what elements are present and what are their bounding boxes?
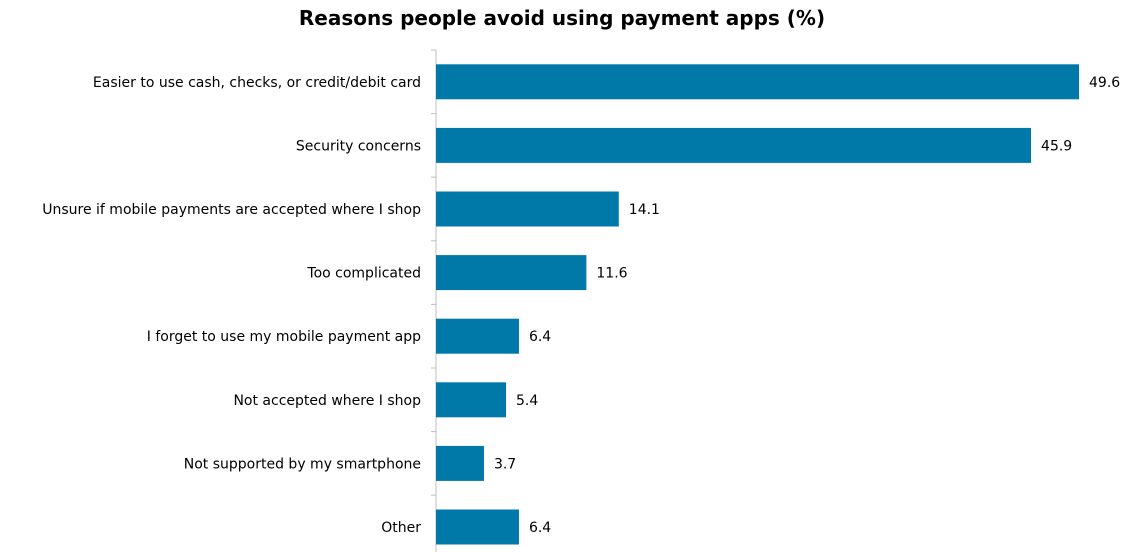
bar — [436, 127, 1032, 163]
category-label: Not supported by my smartphone — [184, 456, 421, 472]
data-label: 6.4 — [529, 329, 551, 345]
category-label: Security concerns — [296, 138, 421, 154]
bar — [436, 382, 507, 418]
chart-title: Reasons people avoid using payment apps … — [298, 6, 826, 30]
category-label: Too complicated — [306, 266, 421, 282]
data-label: 6.4 — [529, 520, 551, 536]
category-label: Unsure if mobile payments are accepted w… — [42, 202, 421, 218]
data-label: 11.6 — [596, 266, 627, 282]
category-label: Other — [381, 520, 421, 536]
data-label: 5.4 — [516, 393, 538, 409]
bar — [436, 191, 619, 227]
category-label: Easier to use cash, checks, or credit/de… — [93, 75, 421, 91]
data-label: 3.7 — [494, 456, 516, 472]
category-label: I forget to use my mobile payment app — [147, 329, 421, 345]
bar — [436, 318, 519, 354]
data-label: 14.1 — [629, 202, 660, 218]
bar — [436, 509, 519, 545]
category-label: Not accepted where I shop — [233, 393, 421, 409]
bar — [436, 255, 587, 291]
data-label: 45.9 — [1041, 138, 1072, 154]
bar — [436, 445, 484, 481]
data-label: 49.6 — [1089, 75, 1120, 91]
bar — [436, 64, 1079, 100]
